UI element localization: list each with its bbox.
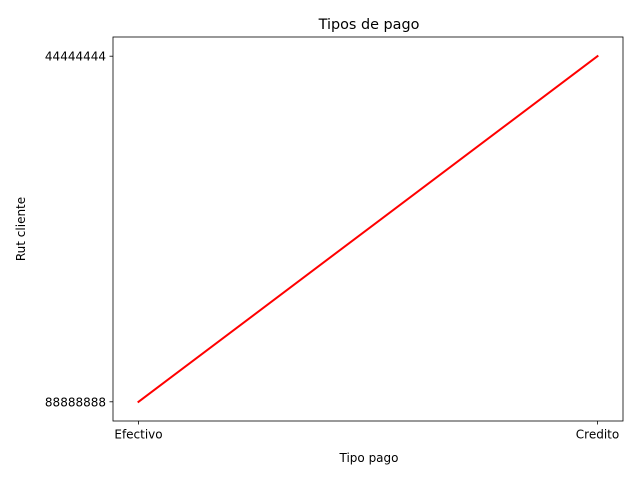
x-tick-label-0: Efectivo — [114, 428, 162, 442]
y-tick-label-1: 44444444 — [45, 50, 106, 64]
y-axis-label: Rut cliente — [14, 197, 28, 261]
x-axis-label: Tipo pago — [339, 451, 399, 465]
plot-area: Efectivo Credito 88888888 44444444 — [45, 36, 624, 442]
x-tick-label-1: Credito — [576, 428, 619, 442]
y-tick-label-0: 88888888 — [45, 395, 106, 409]
chart-title: Tipos de pago — [318, 17, 420, 33]
series-line-0 — [137, 54, 599, 404]
axes-frame — [112, 36, 624, 422]
